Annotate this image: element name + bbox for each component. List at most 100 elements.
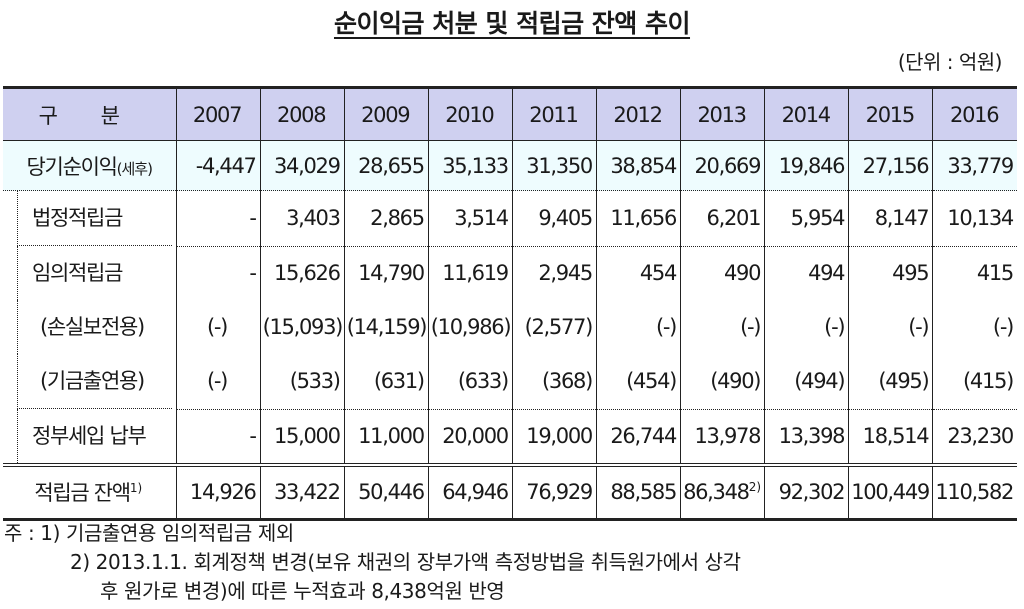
cell: 23,230 [932, 409, 1017, 465]
cell: 38,854 [595, 140, 681, 191]
cell: (-) [848, 300, 933, 354]
table-row-loss-coverage: (손실보전용) (-) (15,093) (14,159) (10,986) (… [3, 300, 1017, 354]
row-label: 정부세입 납부 [17, 409, 172, 463]
cell: 9,405 [511, 190, 597, 247]
cell: (-) [175, 300, 261, 354]
cell: 64,946 [427, 463, 513, 521]
header-row: 구 분 2007 2008 2009 2010 2011 2012 2013 2… [3, 86, 1017, 141]
cell: 13,398 [764, 409, 849, 465]
row-label: (손실보전용) [17, 300, 172, 354]
cell: 35,133 [427, 140, 513, 191]
cell: 20,000 [427, 409, 513, 465]
cell: (494) [764, 354, 849, 410]
header-year: 2011 [511, 86, 597, 141]
cell: (454) [595, 354, 681, 410]
cell: -4,447 [175, 140, 261, 191]
cell: 31,350 [511, 140, 597, 191]
cell: 14,790 [343, 246, 429, 300]
cell: (-) [932, 300, 1017, 354]
cell: 415 [932, 246, 1017, 300]
table-row-fund-contribution: (기금출연용) (-) (533) (631) (633) (368) (454… [3, 354, 1017, 410]
row-label: 임의적립금 [17, 246, 172, 300]
cell: (14,159) [343, 300, 429, 354]
cell: (415) [932, 354, 1017, 410]
cell: 20,669 [680, 140, 765, 191]
header-year: 2015 [848, 86, 933, 141]
cell: 495 [848, 246, 933, 300]
cell: 490 [680, 246, 765, 300]
cell: 3,403 [259, 190, 345, 247]
row-label: (기금출연용) [17, 354, 172, 409]
cell: 6,201 [680, 190, 765, 247]
cell: 92,302 [764, 463, 849, 521]
cell: 33,422 [259, 463, 345, 521]
cell: (631) [343, 354, 429, 410]
cell: 11,619 [427, 246, 513, 300]
footnote-2-continued: 후 원가로 변경)에 따른 누적효과 8,438억원 반영 [100, 579, 505, 603]
header-year: 2016 [932, 86, 1017, 141]
cell: (2,577) [511, 300, 597, 354]
table-row-government-revenue: 정부세입 납부 - 15,000 11,000 20,000 19,000 26… [3, 409, 1017, 465]
header-category: 구 분 [3, 86, 176, 141]
cell: 14,926 [175, 463, 261, 521]
cell: 26,744 [595, 409, 681, 465]
footnote-marker: 2) [748, 480, 762, 495]
footnotes: 주 : 1) 기금출연용 임의적립금 제외 2) 2013.1.1. 회계정책 … [4, 519, 741, 606]
cell: 88,585 [595, 463, 681, 521]
table-row-reserve-balance: 적립금 잔액1) 14,926 33,422 50,446 64,946 76,… [3, 463, 1017, 521]
cell: - [175, 246, 261, 300]
cell: 110,582 [932, 463, 1017, 521]
footnote-1: 주 : 1) 기금출연용 임의적립금 제외 [4, 521, 294, 545]
cell: (490) [680, 354, 765, 410]
cell: 11,656 [595, 190, 681, 247]
retained-earnings-table: 구 분 2007 2008 2009 2010 2011 2012 2013 2… [3, 86, 1017, 521]
cell: 2,945 [511, 246, 597, 300]
cell: (-) [764, 300, 849, 354]
cell: (-) [595, 300, 681, 354]
cell: 15,626 [259, 246, 345, 300]
table-row-net-income: 당기순이익(세후) -4,447 34,029 28,655 35,133 31… [3, 140, 1017, 191]
cell: 15,000 [259, 409, 345, 465]
header-year: 2007 [175, 86, 261, 141]
cell: 5,954 [764, 190, 849, 247]
cell: (495) [848, 354, 933, 410]
cell: - [175, 409, 261, 465]
header-year: 2009 [343, 86, 429, 141]
table-row-legal-reserve: 법정적립금 - 3,403 2,865 3,514 9,405 11,656 6… [3, 190, 1017, 247]
cell: (533) [259, 354, 345, 410]
cell: - [175, 190, 261, 247]
cell: 33,779 [932, 140, 1017, 191]
footnote-marker: 1) [129, 481, 143, 496]
cell: 86,3482) [680, 463, 765, 521]
cell: 34,029 [259, 140, 345, 191]
header-year: 2012 [595, 86, 681, 141]
cell: (368) [511, 354, 597, 410]
cell: 13,978 [680, 409, 765, 465]
header-year: 2008 [259, 86, 345, 141]
cell: 28,655 [343, 140, 429, 191]
footnote-2: 2) 2013.1.1. 회계정책 변경(보유 채권의 장부가액 측정방법을 취… [70, 550, 741, 574]
cell: 19,000 [511, 409, 597, 465]
cell: 11,000 [343, 409, 429, 465]
cell: 3,514 [427, 190, 513, 247]
cell: 10,134 [932, 190, 1017, 247]
cell: (-) [175, 354, 261, 410]
cell: 8,147 [848, 190, 933, 247]
header-year: 2013 [680, 86, 765, 141]
cell: (633) [427, 354, 513, 410]
cell: 18,514 [848, 409, 933, 465]
cell: 27,156 [848, 140, 933, 191]
cell: 50,446 [343, 463, 429, 521]
row-label: 법정적립금 [17, 191, 172, 246]
header-year: 2010 [427, 86, 513, 141]
cell: (10,986) [427, 300, 513, 354]
cell: (15,093) [259, 300, 345, 354]
cell: 454 [595, 246, 681, 300]
row-label: 적립금 잔액1) [3, 463, 176, 521]
table-row-voluntary-reserve: 임의적립금 - 15,626 14,790 11,619 2,945 454 4… [3, 246, 1017, 300]
row-label: 당기순이익(세후) [3, 140, 176, 191]
header-year: 2014 [764, 86, 849, 141]
cell: 494 [764, 246, 849, 300]
cell: 76,929 [511, 463, 597, 521]
cell: 100,449 [848, 463, 933, 521]
